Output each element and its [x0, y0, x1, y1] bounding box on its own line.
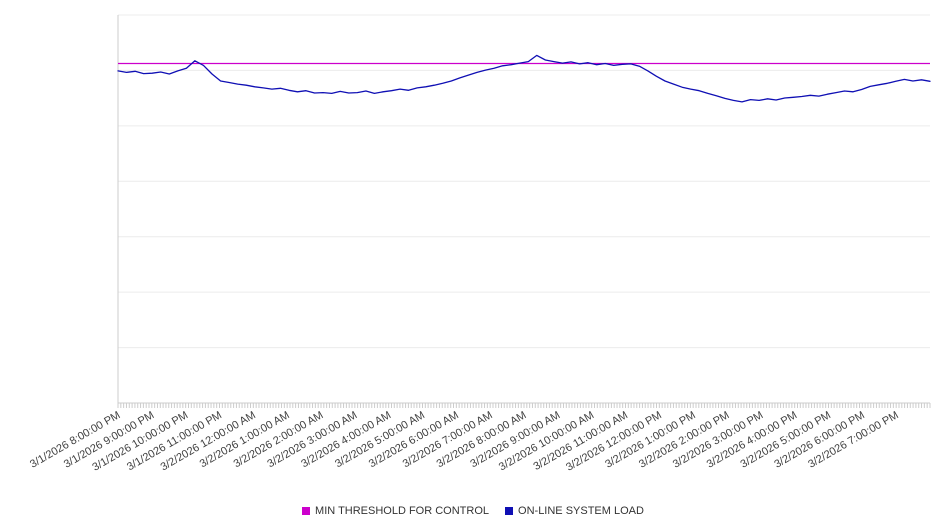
system-load-line: [117, 54, 931, 103]
legend-item-system-load[interactable]: ON-LINE SYSTEM LOAD: [505, 505, 644, 517]
legend-swatch-load-icon: [505, 507, 514, 515]
legend-swatch-threshold-icon: [302, 507, 311, 515]
legend-label-load: ON-LINE SYSTEM LOAD: [518, 505, 644, 517]
chart-legend: MIN THRESHOLD FOR CONTROL ON-LINE SYSTEM…: [0, 505, 946, 517]
legend-label-threshold: MIN THRESHOLD FOR CONTROL: [315, 505, 490, 517]
legend-item-min-threshold[interactable]: MIN THRESHOLD FOR CONTROL: [302, 505, 489, 517]
